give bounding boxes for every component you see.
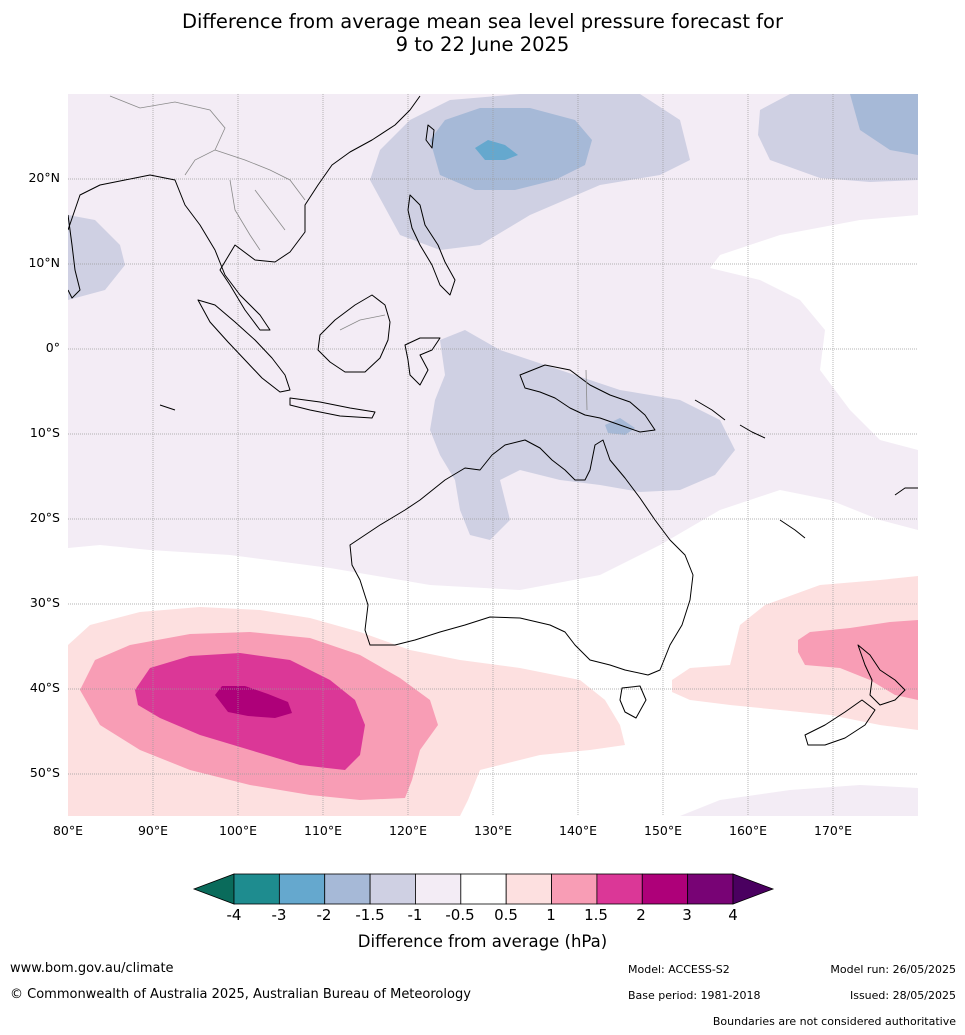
colorbar-tick: -1 [407, 906, 423, 924]
lon-label-100e: 100°E [218, 823, 258, 838]
borneo-coastline [317, 294, 391, 373]
colorbar-segment [278, 873, 326, 905]
lat-label-20n: 20°N [28, 170, 60, 185]
sumatra-coastline [197, 299, 291, 393]
colorbar-segment [460, 873, 507, 905]
colorbar-tick: -0.5 [445, 906, 475, 924]
title-line-1: Difference from average mean sea level p… [182, 10, 783, 33]
australia-coastline [349, 439, 694, 676]
model-run-text: Model run: 26/05/2025 [830, 963, 956, 976]
title-line-2: 9 to 22 June 2025 [395, 33, 570, 56]
colorbar-tick: -1.5 [355, 906, 385, 924]
colorbar-tick: -3 [271, 906, 287, 924]
colorbar-segment [324, 873, 371, 905]
colorbar-tick: 1.5 [584, 906, 608, 924]
contour-neg15-region [430, 108, 592, 190]
model-text: Model: ACCESS-S2 [628, 963, 730, 976]
colorbar-segment [505, 873, 552, 905]
lat-label-10n: 10°N [28, 255, 60, 270]
lon-label-140e: 140°E [558, 823, 598, 838]
website-link[interactable]: www.bom.gov.au/climate [10, 961, 174, 976]
lat-label-50s: 50°S [29, 765, 60, 780]
colorbar-under-arrow [192, 873, 235, 905]
colorbar-segment [687, 873, 734, 905]
colorbar [192, 873, 775, 905]
lon-label-130e: 130°E [473, 823, 513, 838]
mainland-asia-coastline [68, 95, 421, 331]
contour-pos2-indian-ocean [215, 686, 292, 718]
lon-label-150e: 150°E [643, 823, 683, 838]
lat-label-30s: 30°S [29, 595, 60, 610]
colorbar-segment [551, 873, 598, 905]
base-period-text: Base period: 1981-2018 [628, 989, 761, 1002]
colorbar-tick: -2 [316, 906, 332, 924]
contour-pos05-tasman [672, 576, 918, 730]
lat-label-40s: 40°S [29, 680, 60, 695]
issued-text: Issued: 28/05/2025 [849, 989, 956, 1002]
disclaimer-text: Boundaries are not considered authoritat… [712, 1015, 956, 1028]
copyright-text: © Commonwealth of Australia 2025, Austra… [10, 987, 471, 1002]
colorbar-segment [596, 873, 643, 905]
lat-label-10s: 10°S [29, 425, 60, 440]
new-zealand-coastline [857, 644, 906, 706]
lon-label-170e: 170°E [813, 823, 853, 838]
lat-label-0: 0° [45, 340, 60, 355]
lon-label-160e: 160°E [728, 823, 768, 838]
tasmania-coastline [619, 685, 647, 719]
colorbar-tick: 1 [546, 906, 556, 924]
contour-neg2-region [475, 140, 518, 160]
colorbar-segment [415, 873, 462, 905]
contour-pos1-tasman [798, 620, 918, 700]
colorbar-tick: 0.5 [494, 906, 518, 924]
colorbar-tick: 2 [636, 906, 646, 924]
colorbar-tick: 3 [682, 906, 692, 924]
new-guinea-coastline [519, 364, 656, 433]
colorbar-tick: -4 [226, 906, 242, 924]
lon-label-110e: 110°E [303, 823, 343, 838]
colorbar-segment [369, 873, 416, 905]
lon-label-120e: 120°E [388, 823, 428, 838]
lon-label-80e: 80°E [52, 823, 84, 838]
colorbar-over-arrow [732, 873, 775, 905]
map-title: Difference from average mean sea level p… [0, 10, 965, 56]
lat-label-20s: 20°S [29, 510, 60, 525]
contour-neg1-maritime [430, 330, 735, 540]
colorbar-segment [233, 873, 280, 905]
lon-label-90e: 90°E [137, 823, 169, 838]
colorbar-segment [641, 873, 689, 905]
colorbar-tick: 4 [728, 906, 738, 924]
colorbar-title: Difference from average (hPa) [357, 932, 608, 951]
